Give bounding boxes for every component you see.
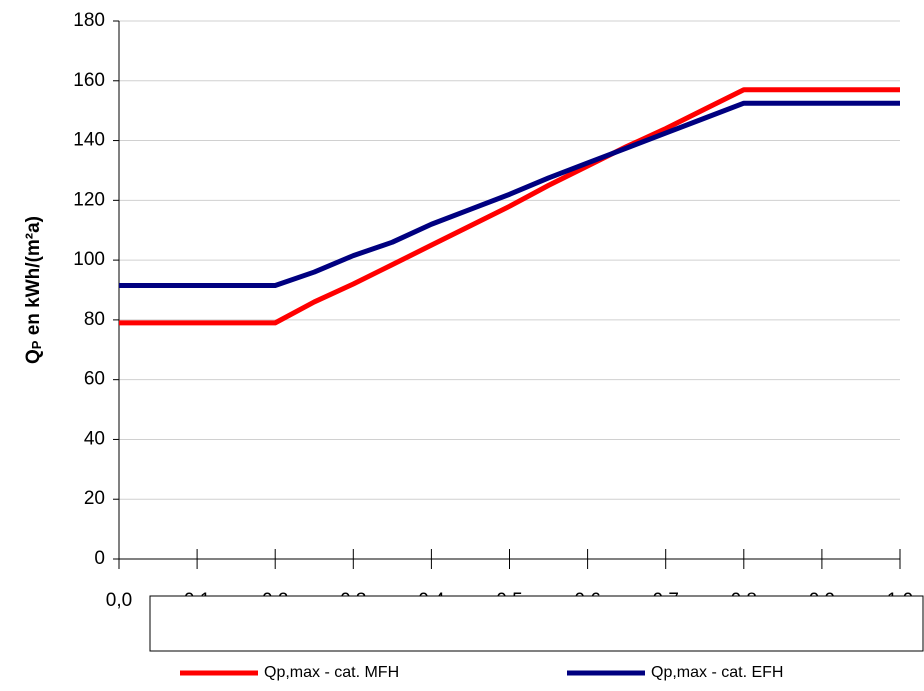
x-tick-label: 0,0 [106, 590, 132, 611]
y-label-sub: P [29, 340, 44, 349]
y-label-rest: en kWh/(m²a) [23, 216, 44, 341]
series-line [119, 100, 900, 289]
y-tick-label: 40 [84, 428, 105, 449]
y-tick-label: 80 [84, 309, 105, 330]
y-tick-label: 60 [84, 369, 105, 390]
y-tick-label: 180 [73, 10, 105, 31]
y-tick-label: 20 [84, 488, 105, 509]
legend-label: Qp,max - cat. MFH [264, 664, 399, 681]
y-axis-label: QP en kWh/(m²a) [23, 216, 44, 364]
series-line [119, 87, 900, 326]
legend-label: Qp,max - cat. EFH [651, 664, 783, 681]
y-tick-label: 100 [73, 249, 105, 270]
y-tick-label: 120 [73, 189, 105, 210]
y-tick-label: 140 [73, 130, 105, 151]
overlay-box [149, 595, 924, 652]
y-label-main: Q [23, 349, 44, 364]
y-tick-label: 160 [73, 70, 105, 91]
y-tick-label: 0 [94, 548, 105, 569]
